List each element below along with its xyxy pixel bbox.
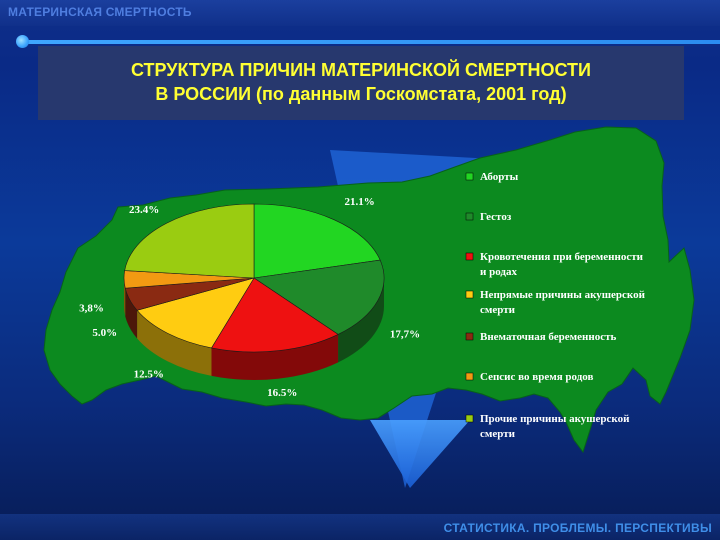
legend-label-6: Сепсис во время родов [480, 371, 593, 383]
footer-text: СТАТИСТИКА. ПРОБЛЕМЫ. ПЕРСПЕКТИВЫ [443, 521, 712, 535]
legend-swatch-5 [465, 332, 474, 341]
pie-label-1: 21.1% [344, 196, 374, 208]
slide-title-line-1: СТРУКТУРА ПРИЧИН МАТЕРИНСКОЙ СМЕРТНОСТИ [130, 60, 591, 80]
header-rule-dot [16, 35, 29, 48]
legend-label-7: Прочие причины акушерской смерти [480, 413, 630, 440]
pie-labels: 21.1% 17,7% 16.5% 12.5% 5.0% 3,8% 23.4% [79, 196, 420, 399]
pie-label-7: 23.4% [129, 204, 159, 216]
pie-label-6: 3,8% [79, 303, 104, 315]
legend-label-1: Аборты [480, 171, 519, 183]
pie-label-4: 12.5% [134, 369, 164, 381]
slide-title-box: СТРУКТУРА ПРИЧИН МАТЕРИНСКОЙ СМЕРТНОСТИ … [38, 46, 684, 120]
pie-label-3: 16.5% [267, 387, 297, 399]
pie-slice-1 [253, 203, 381, 279]
pie-slice-side-5 [125, 288, 138, 339]
slide-title-line-2: В РОССИИ (по данным Госкомстата, 2001 го… [155, 84, 567, 104]
legend-label-3: Кровотечения при беременности и родах [480, 251, 644, 278]
kamchatka-shape [370, 420, 470, 488]
legend-swatch-4 [465, 290, 474, 299]
header-rule [22, 40, 720, 44]
pie-label-5: 5.0% [92, 327, 117, 339]
pie-chart [123, 203, 385, 380]
pie-slice-7 [124, 203, 255, 279]
legend-swatch-6 [465, 372, 474, 381]
pie-label-2: 17,7% [390, 329, 420, 341]
legend-label-2: Гестоз [480, 211, 512, 223]
pie-slice-3 [211, 277, 339, 353]
legend-label-4: Непрямые причины акушерской смерти [480, 289, 646, 316]
header-title: МАТЕРИНСКАЯ СМЕРТНОСТЬ [8, 5, 192, 19]
legend-label-5: Внематочная беременность [480, 331, 616, 343]
legend-swatch-2 [465, 212, 474, 221]
legend-swatch-3 [465, 252, 474, 261]
footer-bar [0, 514, 720, 540]
legend: Аборты Гестоз Кровотечения при беременност… [465, 171, 646, 440]
pie-slice-2 [253, 259, 385, 335]
legend-swatch-7 [465, 414, 474, 423]
pie-slice-4 [136, 277, 255, 349]
legend-swatch-1 [465, 172, 474, 181]
header-bar: МАТЕРИНСКАЯ СМЕРТНОСТЬ [0, 0, 720, 26]
